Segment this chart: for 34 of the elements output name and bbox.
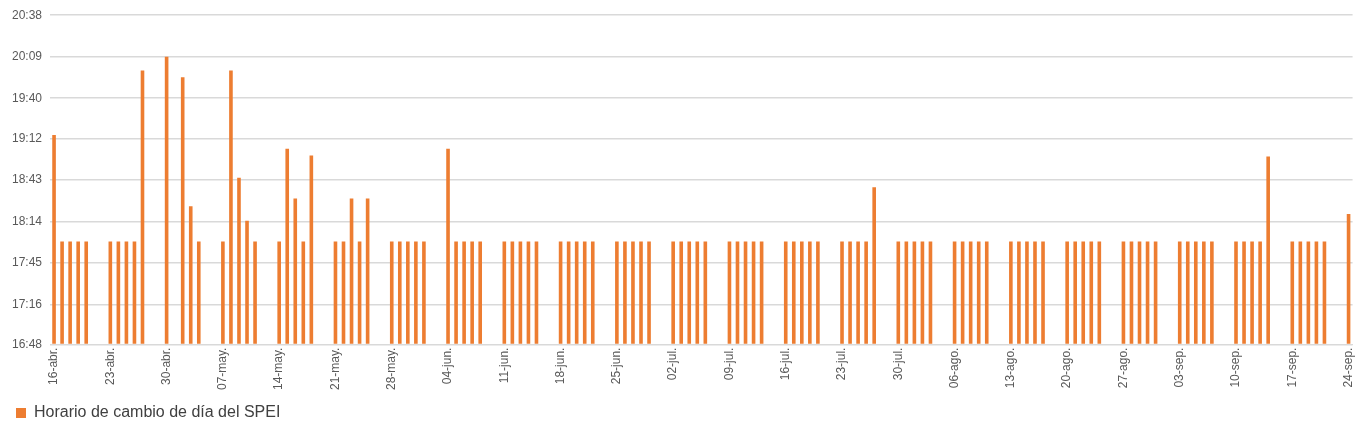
y-tick-label: 20:09 [12, 49, 43, 64]
x-tick-label: 16-jul. [778, 347, 793, 381]
x-tick-label: 23-jul. [834, 347, 849, 381]
y-tick-label: 20:38 [12, 7, 43, 22]
x-tick-label: 02-jul. [665, 347, 680, 381]
x-tick-label: 20-ago. [1059, 347, 1074, 389]
x-tick-label: 21-may. [327, 347, 342, 391]
x-tick-label: 07-may. [215, 347, 230, 391]
x-tick-label: 09-jul. [721, 347, 736, 381]
x-tick-label: 27-ago. [1115, 347, 1130, 389]
y-tick-label: 17:45 [12, 255, 43, 270]
y-tick-label: 19:12 [12, 130, 43, 145]
y-tick-label: 16:48 [12, 336, 43, 351]
x-tick-label: 28-may. [384, 347, 399, 391]
x-tick-label: 03-sep. [1172, 347, 1187, 388]
x-tick-label: 13-ago. [1003, 347, 1018, 389]
x-tick-label: 11-jun. [496, 347, 511, 384]
x-tick-label: 10-sep. [1228, 347, 1243, 388]
y-tick-label: 19:40 [12, 90, 43, 105]
y-tick-label: 18:43 [12, 172, 43, 187]
x-tick-label: 23-abr. [102, 347, 117, 385]
x-tick-label: 18-jun. [552, 347, 567, 385]
x-tick-label: 14-may. [271, 347, 286, 391]
y-tick-label: 17:16 [12, 296, 43, 311]
x-tick-label: 06-ago. [946, 347, 961, 389]
x-tick-label: 04-jun. [440, 347, 455, 385]
x-tick-label: 30-jul. [890, 347, 905, 381]
x-tick-label: 24-sep. [1340, 347, 1355, 388]
x-tick-label: 16-abr. [46, 347, 61, 385]
x-tick-label: 17-sep. [1284, 347, 1299, 388]
x-tick-label: 25-jun. [609, 347, 624, 385]
x-tick-label: 30-abr. [158, 347, 173, 385]
legend-label: Horario de cambio de día del SPEI [34, 403, 281, 421]
y-tick-label: 18:14 [12, 213, 43, 228]
